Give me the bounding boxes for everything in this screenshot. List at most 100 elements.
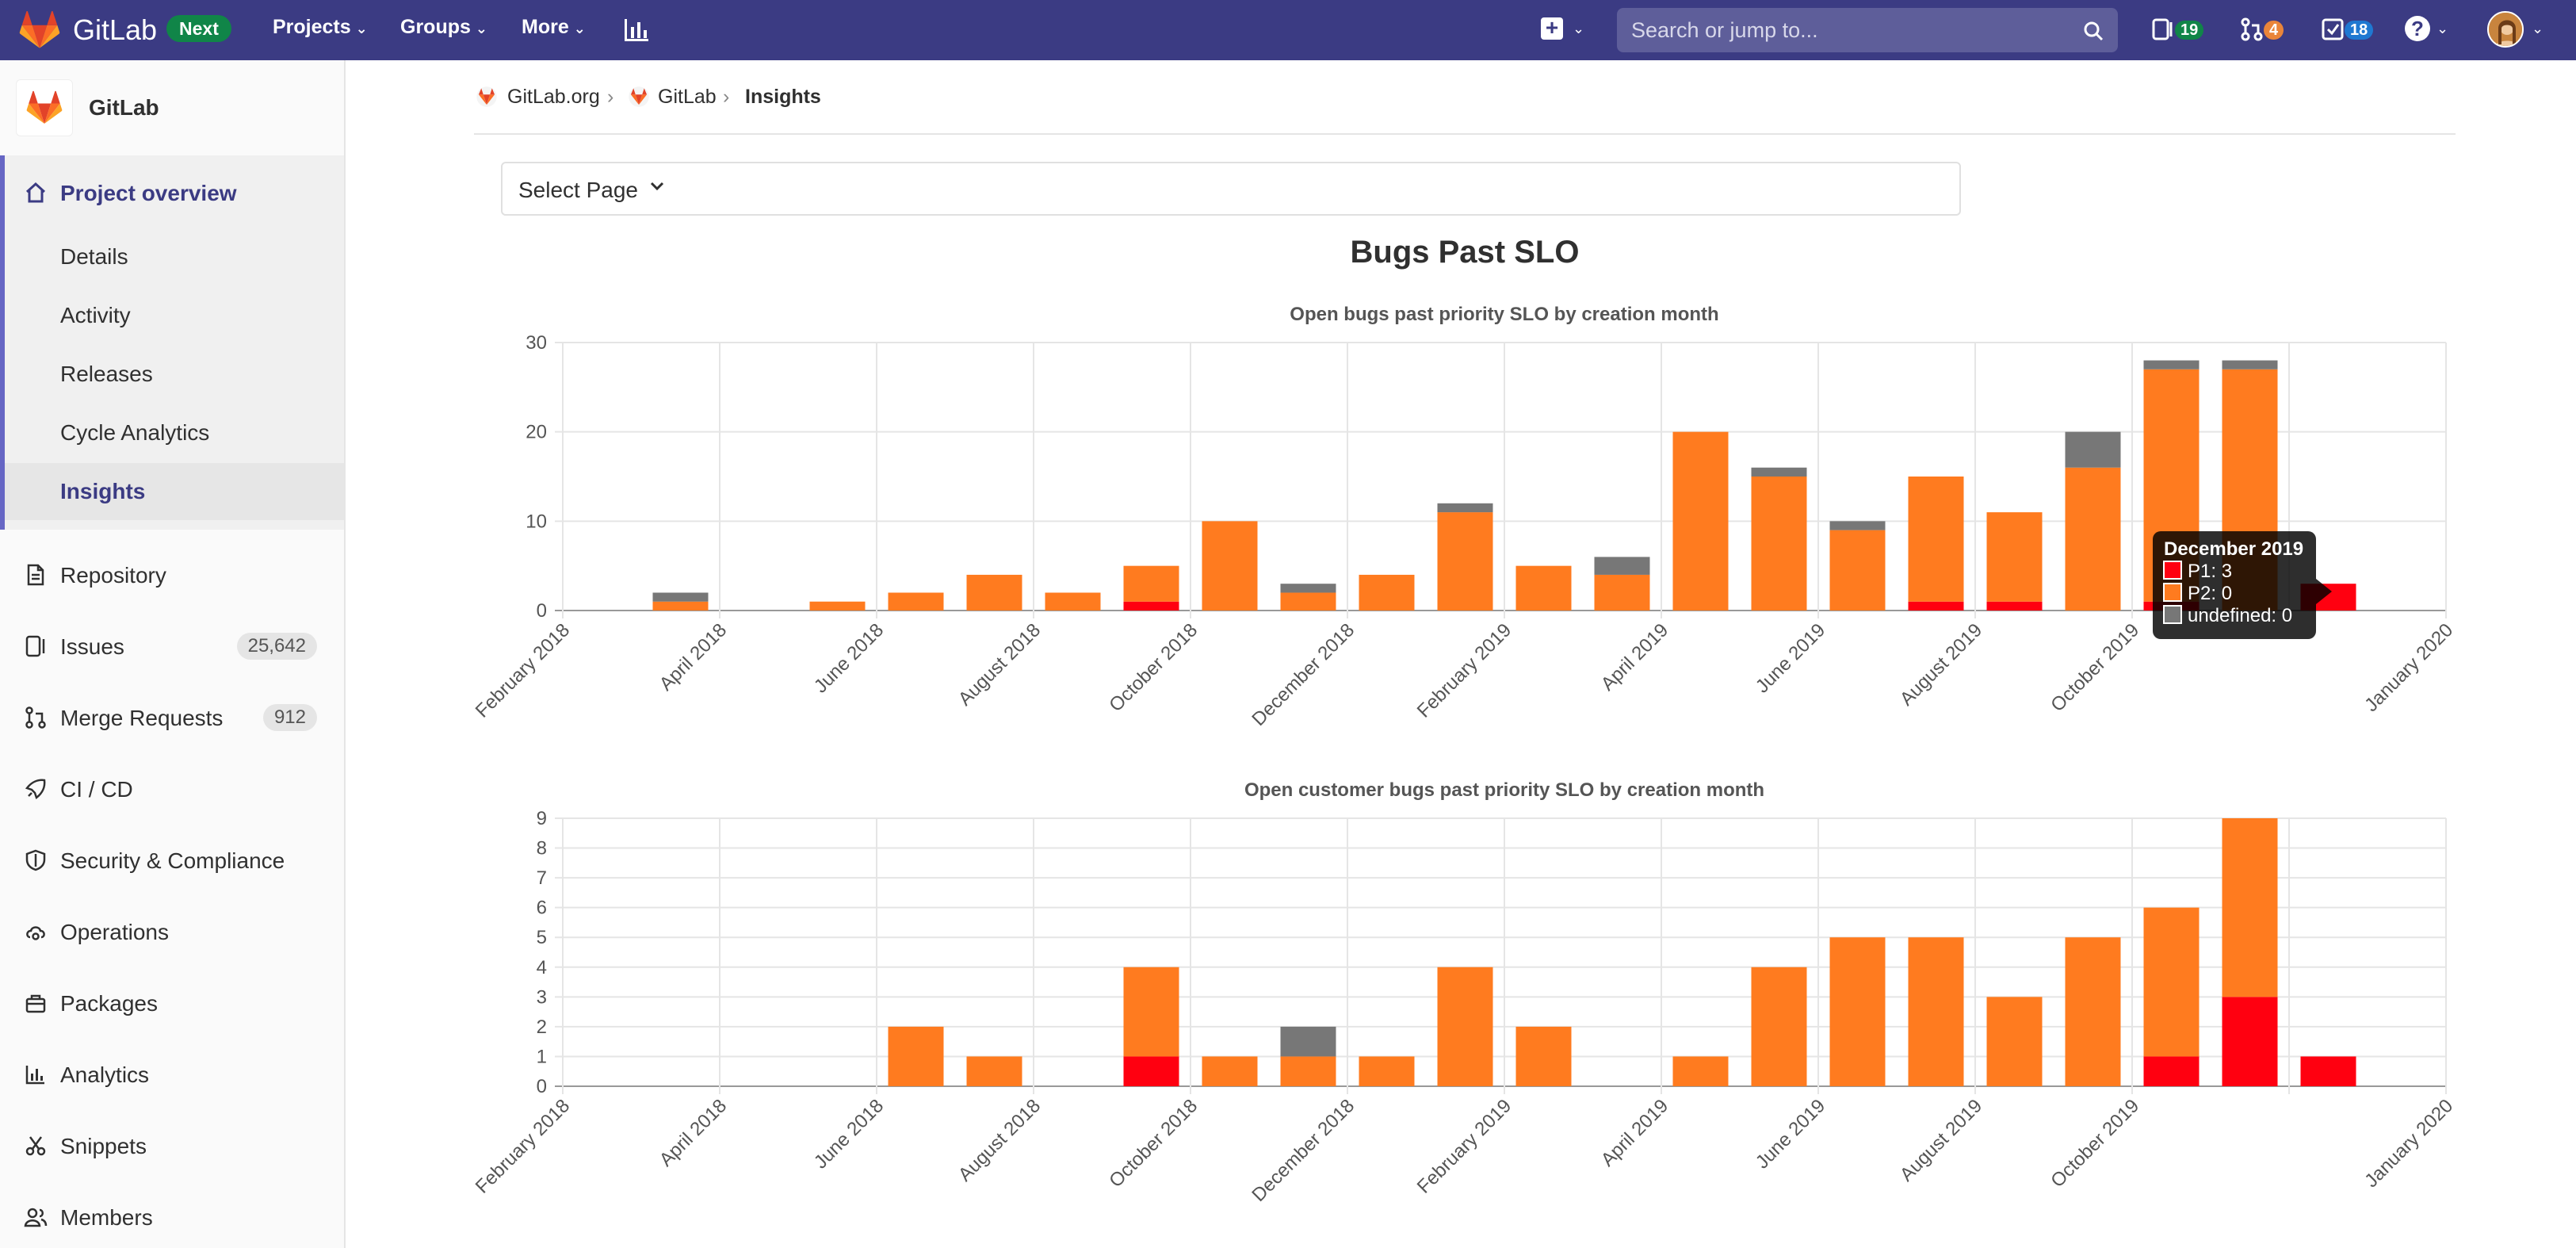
search-input[interactable] (1631, 8, 2075, 52)
bar-p2-2019-04 (1672, 1056, 1729, 1086)
bar-p2-2018-08 (1045, 592, 1101, 611)
chevron-down-icon[interactable]: ⌄ (2532, 21, 2544, 36)
bar-undefined-2018-03 (652, 592, 709, 602)
chart-tooltip-caret (2316, 579, 2332, 604)
bar-undefined-2018-11 (1280, 1026, 1336, 1057)
chevron-down-icon (650, 182, 664, 191)
sidebar-item-project-overview[interactable]: Project overview (0, 168, 344, 216)
sidebar-item-label: Issues (60, 634, 124, 659)
y-tick-label: 1 (537, 1046, 547, 1067)
x-tick-label: October 2019 (2047, 1095, 2143, 1192)
merge-requests-count: 4 (2264, 21, 2284, 40)
sidebar: GitLab Project overview Details Activity… (0, 60, 346, 1248)
nav-projects[interactable]: Projects ⌄ (273, 16, 368, 39)
bar-p2-2019-02 (1515, 565, 1572, 611)
search-icon[interactable] (2083, 21, 2104, 41)
sidebar-subitem-details[interactable]: Details (60, 244, 128, 269)
sidebar-subitem-insights[interactable]: Insights (60, 479, 146, 503)
sidebar-item-label: Repository (60, 563, 166, 588)
home-icon (25, 182, 46, 203)
count-badge: 912 (262, 704, 317, 731)
sidebar-subitem-releases[interactable]: Releases (60, 362, 153, 386)
sidebar-item-packages[interactable]: Packages (0, 978, 344, 1026)
user-avatar[interactable] (2487, 11, 2524, 48)
bar-p2-2019-05 (1751, 967, 1807, 1086)
page-title: Bugs Past SLO (1350, 235, 1580, 270)
sidebar-item-analytics[interactable]: Analytics (0, 1050, 344, 1097)
nav-more[interactable]: More ⌄ (522, 16, 586, 39)
sidebar-item-issues[interactable]: Issues 25,642 (0, 622, 344, 669)
x-tick-label: January 2020 (2360, 1095, 2457, 1192)
bar-p2-2019-01 (1437, 512, 1493, 611)
bar-p2-2019-10 (2143, 907, 2200, 1057)
select-page-label: Select Page (518, 178, 638, 202)
bar-p1-2018-09 (1123, 601, 1179, 611)
sidebar-subitem-activity[interactable]: Activity (60, 303, 131, 327)
plus-square-icon[interactable]: + (1541, 17, 1563, 40)
bar-p1-2018-09 (1123, 1056, 1179, 1086)
bar-undefined-2019-05 (1751, 467, 1807, 477)
x-tick-label: February 2018 (472, 619, 574, 722)
sidebar-item-ci-cd[interactable]: CI / CD (0, 764, 344, 812)
chart-tooltip (2153, 531, 2316, 639)
x-tick-label: April 2018 (655, 1095, 732, 1171)
breadcrumb-gitlab-org[interactable]: GitLab.org (507, 86, 600, 108)
bar-p2-2018-10 (1202, 1056, 1258, 1086)
chevron-down-icon[interactable]: ⌄ (1573, 21, 1585, 36)
sidebar-item-label: Members (60, 1205, 153, 1230)
bar-p2-2018-11 (1280, 592, 1336, 611)
breadcrumb-gitlab[interactable]: GitLab (658, 86, 717, 108)
bar-p2-2019-07 (1908, 477, 1964, 602)
help-icon[interactable]: ? (2405, 16, 2430, 41)
search-box[interactable] (1617, 8, 2118, 52)
sidebar-item-label: Merge Requests (60, 706, 224, 730)
gitlab-logo-icon[interactable] (19, 11, 60, 49)
x-tick-label: October 2019 (2047, 619, 2143, 716)
bar-undefined-2018-11 (1280, 584, 1336, 593)
next-badge[interactable]: Next (166, 15, 231, 42)
bar-p2-2019-08 (1986, 512, 2043, 602)
select-page-dropdown[interactable]: Select Page (501, 162, 1961, 216)
sidebar-subitem-cycle-analytics[interactable]: Cycle Analytics (60, 420, 210, 445)
bar-p2-2018-12 (1359, 1056, 1415, 1086)
tooltip-swatch-p1 (2163, 561, 2182, 580)
brand-name[interactable]: GitLab (73, 13, 158, 46)
bar-p2-2019-01 (1437, 967, 1493, 1086)
sidebar-item-label: Packages (60, 991, 158, 1016)
bar-p2-2018-05 (809, 601, 866, 611)
chevron-down-icon[interactable]: ⌄ (2436, 21, 2449, 36)
bar-p2-2019-06 (1829, 530, 1886, 611)
nav-groups[interactable]: Groups ⌄ (400, 16, 487, 39)
bar-undefined-2019-03 (1594, 557, 1650, 575)
bar-p2-2018-09 (1123, 967, 1179, 1057)
bar-p2-2018-10 (1202, 521, 1258, 611)
issues-icon (2152, 18, 2173, 40)
bar-p2-2019-07 (1908, 937, 1964, 1086)
sidebar-item-merge-requests[interactable]: Merge Requests 912 (0, 693, 344, 741)
issues-icon (25, 635, 45, 657)
bar-p2-2018-03 (652, 601, 709, 611)
bar-p2-2018-07 (966, 574, 1022, 611)
nav-projects-label: Projects (273, 16, 351, 38)
bar-p2-2018-07 (966, 1056, 1022, 1086)
tooltip-swatch-p2 (2163, 583, 2182, 602)
sidebar-item-members[interactable]: Members (0, 1192, 344, 1240)
sidebar-item-snippets[interactable]: Snippets (0, 1121, 344, 1169)
breadcrumb-insights[interactable]: Insights (745, 86, 821, 108)
sidebar-item-repository[interactable]: Repository (0, 550, 344, 598)
sidebar-item-label: Security & Compliance (60, 848, 285, 873)
bar-undefined-2019-11 (2222, 360, 2278, 369)
y-tick-label: 9 (537, 808, 547, 829)
bar-chart-icon[interactable] (621, 14, 652, 44)
x-tick-label: June 2019 (1752, 1095, 1829, 1173)
sidebar-item-security-compliance[interactable]: Security & Compliance (0, 836, 344, 883)
bar-undefined-2019-10 (2143, 360, 2200, 369)
count-badge: 25,642 (236, 633, 317, 660)
issues-count: 19 (2175, 21, 2204, 40)
y-tick-label: 8 (537, 838, 547, 859)
y-tick-label: 0 (537, 600, 547, 622)
sidebar-project-header[interactable]: GitLab (0, 60, 344, 155)
sidebar-item-operations[interactable]: Operations (0, 907, 344, 955)
bar-undefined-2019-01 (1437, 503, 1493, 513)
shield-icon (25, 849, 46, 871)
